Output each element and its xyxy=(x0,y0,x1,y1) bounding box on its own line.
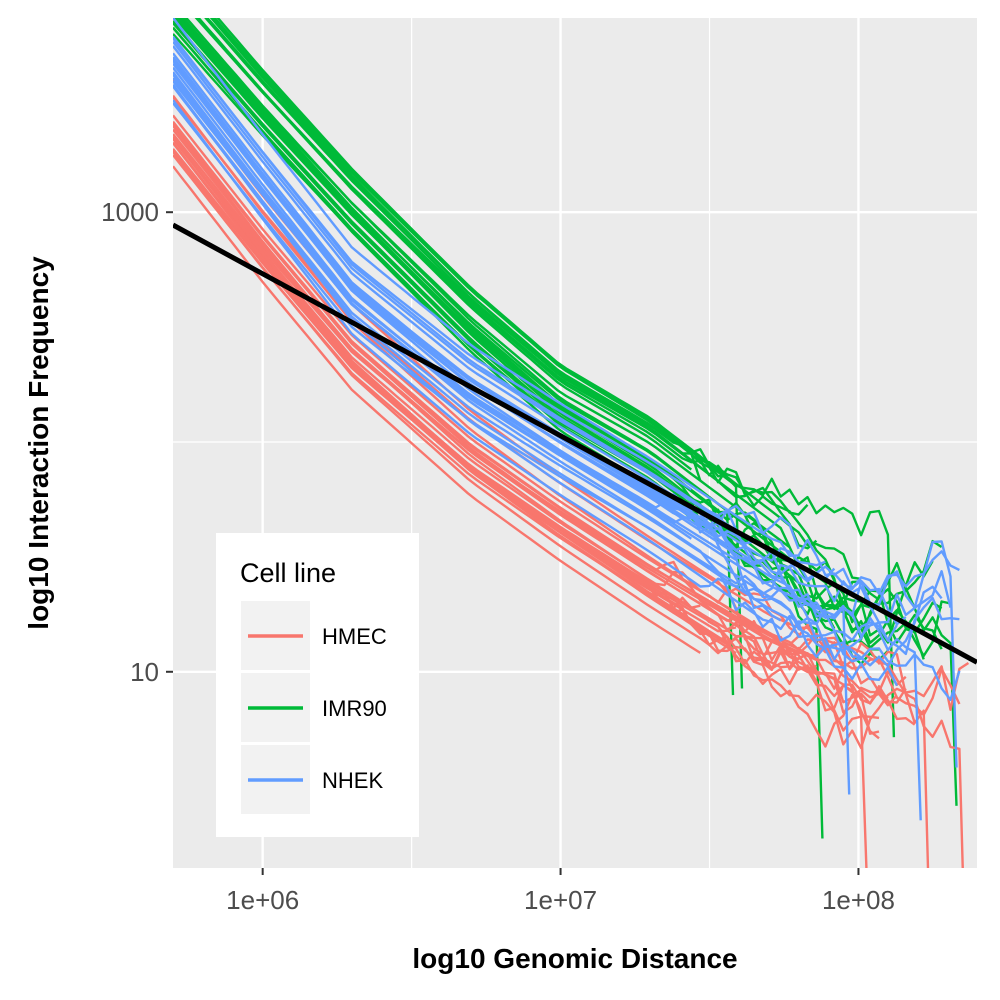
legend-label-imr90: IMR90 xyxy=(322,696,387,721)
y-tick-label: 10 xyxy=(130,657,159,687)
series-line-imr90 xyxy=(204,18,702,482)
x-tick-label: 1e+06 xyxy=(226,885,299,915)
series-line-imr90 xyxy=(181,18,824,839)
series-line-hmec xyxy=(173,165,701,654)
series-line-nhek xyxy=(173,45,755,545)
series-line-hmec xyxy=(173,150,907,714)
series-line-imr90 xyxy=(210,18,896,738)
legend-title: Cell line xyxy=(240,558,336,588)
legend-entry-hmec: HMEC xyxy=(241,601,387,670)
series-line-nhek xyxy=(173,102,898,642)
legend-label-nhek: NHEK xyxy=(322,768,383,793)
legend-label-hmec: HMEC xyxy=(322,624,387,649)
series-line-nhek xyxy=(173,71,827,642)
x-tick-label: 1e+07 xyxy=(524,885,597,915)
x-tick-label: 1e+08 xyxy=(822,885,895,915)
series-line-hmec xyxy=(173,128,880,740)
series-line-nhek xyxy=(173,62,960,656)
series-line-nhek xyxy=(173,37,692,491)
series-layer xyxy=(173,18,977,868)
legend-entry-imr90: IMR90 xyxy=(241,673,387,742)
series-line-imr90 xyxy=(197,18,744,689)
series-line-nhek xyxy=(173,85,862,660)
series-line-hmec xyxy=(173,135,728,644)
axes-layer: 1e+06 1e+07 1e+08 10 1000 xyxy=(101,197,895,915)
fit-line xyxy=(173,222,977,665)
series-line-imr90 xyxy=(205,18,728,478)
legend-entry-nhek: NHEK xyxy=(241,745,383,814)
y-tick-label: 1000 xyxy=(101,197,159,227)
x-axis-title: log10 Genomic Distance xyxy=(412,943,737,974)
series-line-nhek xyxy=(173,77,851,795)
series-line-imr90 xyxy=(181,18,791,549)
y-axis-title: log10 Interaction Frequency xyxy=(23,256,54,630)
series-line-nhek xyxy=(173,85,961,702)
series-line-nhek xyxy=(173,99,782,622)
series-line-imr90 xyxy=(213,18,862,581)
series-nhek xyxy=(173,18,961,821)
legend: Cell line HMEC IMR90 NHEK xyxy=(216,533,419,837)
series-hmec xyxy=(173,78,970,868)
series-line-imr90 xyxy=(177,18,958,806)
